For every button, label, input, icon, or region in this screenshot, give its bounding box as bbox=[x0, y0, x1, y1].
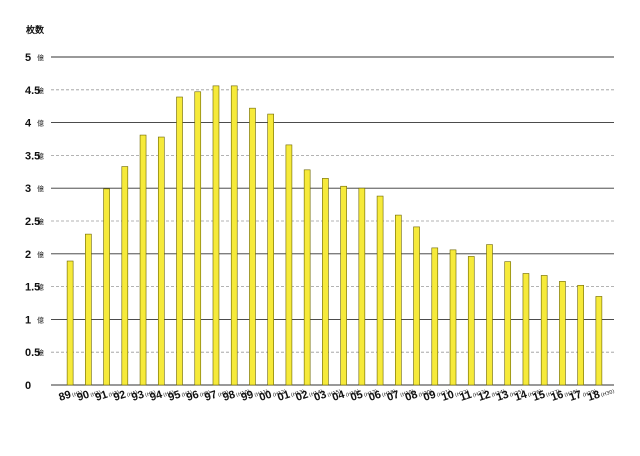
bar-01 bbox=[285, 144, 293, 386]
bar-99 bbox=[249, 107, 256, 386]
bar-97 bbox=[212, 85, 220, 386]
bar-90 bbox=[85, 233, 92, 386]
bar-16 bbox=[559, 281, 566, 386]
y-tick-label: 5 bbox=[25, 52, 31, 64]
bar-18 bbox=[595, 296, 603, 386]
bars bbox=[66, 85, 603, 386]
y-tick-label: 2 bbox=[25, 249, 31, 261]
y-tick-label: 2.5 bbox=[25, 216, 40, 228]
x-tick-label: 01(H13) bbox=[276, 384, 306, 404]
x-tick-label: 03(H15) bbox=[313, 384, 343, 404]
bar-89 bbox=[66, 260, 74, 386]
bar-92 bbox=[121, 166, 129, 386]
bar-14 bbox=[522, 273, 530, 386]
y-tick-label: 4.5 bbox=[25, 85, 40, 97]
x-tick-label: 07(H19) bbox=[386, 384, 416, 404]
y-tick-unit: 億 bbox=[37, 184, 44, 193]
x-tick-label: 98(H10) bbox=[221, 384, 251, 404]
y-axis-label: 枚数 bbox=[26, 24, 45, 36]
bar-10 bbox=[449, 249, 457, 386]
x-tick-label: 08(H20) bbox=[404, 384, 434, 404]
y-tick-label: 4 bbox=[25, 118, 32, 130]
y-tick-label: 3.5 bbox=[25, 150, 40, 162]
y-tick-unit: 億 bbox=[37, 86, 44, 95]
x-tick-label: 16(H28) bbox=[550, 384, 580, 404]
bar-02 bbox=[303, 169, 311, 386]
bar-11 bbox=[467, 256, 475, 386]
bar-96 bbox=[194, 91, 202, 386]
y-tick-label: 0 bbox=[25, 380, 31, 392]
x-tick-label: 94(H6) bbox=[149, 385, 176, 404]
x-tick-label: 09(H21) bbox=[422, 384, 452, 404]
x-tick-label: 13(H25) bbox=[495, 384, 525, 404]
bar-00 bbox=[267, 113, 274, 386]
y-tick-unit: 億 bbox=[37, 250, 44, 259]
x-tick-label: 15(H27) bbox=[531, 384, 561, 404]
bar-08 bbox=[413, 226, 420, 386]
bar-04 bbox=[340, 185, 347, 386]
x-tick-label: 90(H2) bbox=[76, 385, 103, 404]
bar-94 bbox=[157, 136, 165, 386]
y-tick-unit: 億 bbox=[37, 217, 44, 226]
x-tick-label: 05(H17) bbox=[349, 384, 379, 404]
y-tick-label: 0.5 bbox=[25, 347, 40, 359]
x-tick-label: 95(H7) bbox=[167, 385, 194, 404]
bar-91 bbox=[103, 188, 110, 386]
bar-12 bbox=[486, 244, 493, 386]
x-tick-label: 17(H29) bbox=[568, 384, 598, 404]
bar-15 bbox=[540, 275, 548, 386]
x-tick-label: 11(H23) bbox=[458, 384, 487, 404]
y-tick-unit: 億 bbox=[37, 315, 44, 324]
bar-95 bbox=[176, 96, 183, 386]
y-tick-unit: 億 bbox=[37, 53, 44, 62]
x-tick-label: 92(H4) bbox=[112, 385, 139, 404]
gridlines bbox=[51, 56, 614, 386]
x-tick-label: 93(H5) bbox=[130, 385, 157, 404]
x-tick-label: 14(H26) bbox=[513, 384, 543, 404]
bar-06 bbox=[376, 195, 384, 386]
x-tick-label: 89(H1) bbox=[57, 385, 84, 404]
x-tick-label: 91(H3) bbox=[94, 385, 121, 404]
y-tick-unit: 億 bbox=[37, 119, 44, 128]
bar-09 bbox=[431, 247, 439, 386]
bar-93 bbox=[139, 134, 147, 386]
y-tick-unit: 億 bbox=[37, 283, 44, 292]
x-tick-label: 04(H16) bbox=[331, 384, 361, 404]
x-tick-labels: 89(H1)90(H2)91(H3)92(H4)93(H5)94(H6)95(H… bbox=[57, 384, 616, 404]
y-tick-label: 1.5 bbox=[25, 282, 40, 294]
x-tick-label: 00(H12) bbox=[258, 384, 288, 404]
x-tick-label: 02(H14) bbox=[294, 384, 324, 404]
x-tick-label: 96(H8) bbox=[185, 385, 212, 404]
y-tick-labels: 00.5億1 億1.5億2 億2.5億3 億3.5億4 億4.5億5 億 bbox=[25, 52, 44, 392]
bar-03 bbox=[322, 178, 329, 386]
bar-13 bbox=[504, 261, 512, 386]
bar-17 bbox=[577, 284, 584, 386]
y-tick-label: 3 bbox=[25, 183, 31, 195]
y-tick-unit: 億 bbox=[37, 151, 44, 160]
x-tick-label: 97(H9) bbox=[203, 385, 230, 404]
bar-07 bbox=[395, 214, 402, 386]
bar-05 bbox=[358, 187, 366, 386]
y-tick-label: 1 bbox=[25, 314, 31, 326]
x-tick-label: 12(H24) bbox=[477, 384, 507, 404]
x-tick-label: 99(H11) bbox=[240, 384, 270, 404]
y-tick-unit: 億 bbox=[37, 348, 44, 357]
bar-98 bbox=[230, 85, 238, 386]
x-tick-label: 10(H22) bbox=[440, 384, 470, 404]
x-tick-label: 18(H30) bbox=[586, 384, 616, 404]
x-tick-label: 06(H18) bbox=[367, 384, 397, 404]
